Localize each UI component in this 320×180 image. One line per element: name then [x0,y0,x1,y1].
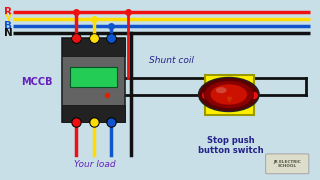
Text: Y: Y [4,14,12,24]
Text: JR ELECTRIC
SCHOOL: JR ELECTRIC SCHOOL [273,159,301,168]
Text: B: B [4,21,12,31]
Text: R: R [4,7,12,17]
Circle shape [198,77,259,111]
Circle shape [216,87,227,93]
Bar [70,67,117,87]
Text: Your load: Your load [74,160,115,169]
Bar [62,38,125,56]
Circle shape [204,81,253,108]
FancyBboxPatch shape [266,154,309,174]
Text: MCCB: MCCB [21,77,52,87]
FancyBboxPatch shape [205,75,254,115]
Text: Stop push
button switch: Stop push button switch [197,136,263,155]
Bar [62,105,125,122]
Text: N: N [4,28,12,38]
Bar [62,38,125,122]
Text: Shunt coil: Shunt coil [149,56,194,65]
Circle shape [210,84,248,105]
